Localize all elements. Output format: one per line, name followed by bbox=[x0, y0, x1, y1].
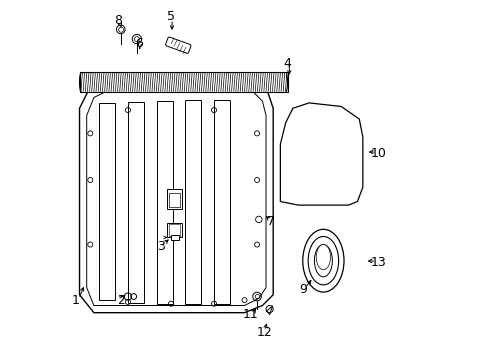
Text: 10: 10 bbox=[370, 147, 386, 159]
Text: 12: 12 bbox=[256, 326, 271, 339]
Ellipse shape bbox=[307, 237, 338, 285]
Ellipse shape bbox=[316, 244, 330, 270]
Bar bbox=[168, 225, 180, 236]
Text: 8: 8 bbox=[114, 14, 122, 27]
Bar bbox=[167, 223, 182, 237]
Text: 13: 13 bbox=[370, 256, 386, 269]
Bar bbox=[169, 193, 180, 207]
Text: 9: 9 bbox=[299, 283, 307, 296]
Bar bbox=[167, 189, 182, 209]
Ellipse shape bbox=[302, 229, 344, 292]
Polygon shape bbox=[280, 103, 362, 205]
Polygon shape bbox=[185, 100, 201, 305]
Text: 3: 3 bbox=[157, 240, 165, 253]
Ellipse shape bbox=[314, 244, 332, 277]
Text: 7: 7 bbox=[267, 215, 275, 228]
Text: 11: 11 bbox=[243, 308, 258, 321]
Text: 2: 2 bbox=[117, 294, 124, 307]
Polygon shape bbox=[214, 100, 230, 305]
Text: 4: 4 bbox=[283, 57, 291, 70]
Text: 5: 5 bbox=[166, 10, 175, 23]
Polygon shape bbox=[99, 103, 115, 300]
Bar bbox=[80, 72, 287, 92]
Bar bbox=[171, 234, 179, 240]
Text: 6: 6 bbox=[135, 37, 142, 50]
Polygon shape bbox=[128, 102, 144, 303]
Text: 1: 1 bbox=[72, 294, 80, 307]
Polygon shape bbox=[80, 76, 273, 313]
FancyBboxPatch shape bbox=[165, 37, 191, 53]
Polygon shape bbox=[86, 90, 265, 306]
Polygon shape bbox=[156, 101, 172, 305]
